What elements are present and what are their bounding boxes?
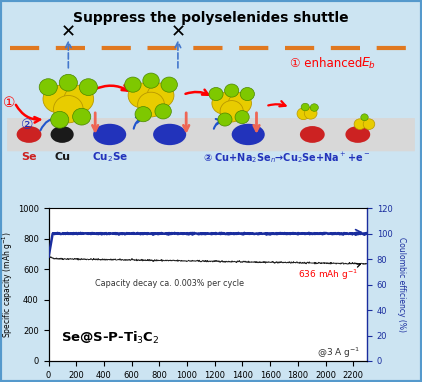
- Text: ②: ②: [21, 118, 33, 132]
- Y-axis label: Specific capacity (mAh g$^{-1}$): Specific capacity (mAh g$^{-1}$): [0, 231, 15, 338]
- Text: @3 A g$^{-1}$: @3 A g$^{-1}$: [317, 346, 360, 360]
- Circle shape: [128, 83, 155, 108]
- Circle shape: [361, 114, 368, 121]
- Circle shape: [79, 79, 97, 96]
- Text: Se@S-P-Ti$_3$C$_2$: Se@S-P-Ti$_3$C$_2$: [61, 330, 160, 346]
- Text: ① enhanced: ① enhanced: [289, 57, 366, 70]
- Text: ② Cu+Na$_2$Se$_n$→Cu$_2$Se+Na$^+$+e$^-$: ② Cu+Na$_2$Se$_n$→Cu$_2$Se+Na$^+$+e$^-$: [203, 150, 370, 165]
- Circle shape: [363, 119, 375, 129]
- Text: 636 mAh g$^{-1}$: 636 mAh g$^{-1}$: [298, 264, 360, 282]
- Circle shape: [310, 104, 319, 111]
- Circle shape: [235, 110, 249, 124]
- Ellipse shape: [16, 126, 41, 143]
- Text: $E_b$: $E_b$: [361, 55, 376, 71]
- Circle shape: [212, 93, 235, 114]
- Circle shape: [354, 119, 366, 129]
- Circle shape: [43, 85, 73, 113]
- Circle shape: [304, 107, 317, 119]
- Y-axis label: Coulombic efficiency (%): Coulombic efficiency (%): [397, 237, 406, 332]
- Text: Cu$_2$Se: Cu$_2$Se: [92, 151, 128, 164]
- Circle shape: [39, 79, 57, 96]
- Circle shape: [51, 112, 69, 128]
- Circle shape: [147, 83, 174, 108]
- Ellipse shape: [51, 126, 74, 143]
- Circle shape: [155, 104, 171, 119]
- Circle shape: [220, 100, 243, 122]
- Circle shape: [218, 113, 232, 126]
- Ellipse shape: [346, 126, 370, 143]
- Circle shape: [124, 77, 141, 92]
- Text: Suppress the polyselenides shuttle: Suppress the polyselenides shuttle: [73, 11, 349, 25]
- Text: ①: ①: [3, 96, 16, 110]
- Circle shape: [209, 87, 223, 100]
- Circle shape: [73, 108, 91, 125]
- Circle shape: [297, 108, 310, 120]
- Circle shape: [228, 93, 252, 114]
- Circle shape: [240, 87, 254, 100]
- Ellipse shape: [153, 124, 186, 145]
- Circle shape: [135, 107, 151, 122]
- Text: ✕: ✕: [61, 23, 76, 42]
- Text: Se: Se: [21, 152, 37, 162]
- Circle shape: [64, 85, 94, 113]
- Ellipse shape: [300, 126, 325, 143]
- Circle shape: [143, 73, 159, 88]
- Circle shape: [59, 74, 77, 91]
- FancyBboxPatch shape: [7, 118, 415, 151]
- Text: ✕: ✕: [170, 23, 186, 42]
- Ellipse shape: [232, 124, 265, 145]
- Circle shape: [225, 84, 239, 97]
- Text: Cu: Cu: [54, 152, 70, 162]
- Ellipse shape: [93, 124, 126, 145]
- Circle shape: [138, 92, 165, 117]
- Circle shape: [54, 96, 83, 123]
- Text: Capacity decay ca. 0.003% per cycle: Capacity decay ca. 0.003% per cycle: [95, 279, 243, 288]
- Circle shape: [301, 103, 309, 111]
- Circle shape: [161, 77, 177, 92]
